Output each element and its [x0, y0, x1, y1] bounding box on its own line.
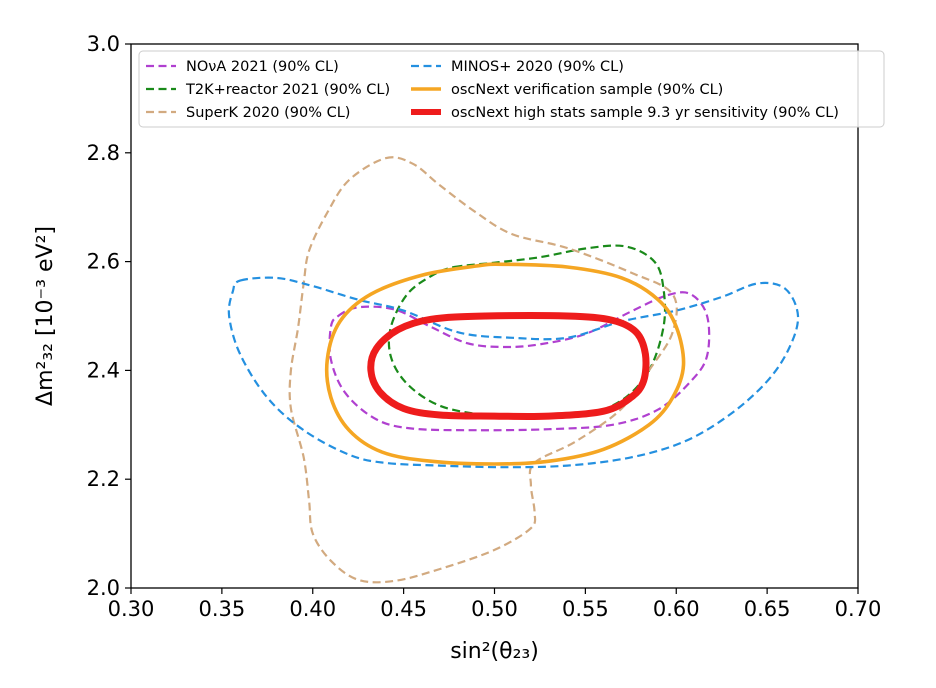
legend: NOνA 2021 (90% CL) T2K+reactor 2021 (90% … — [138, 50, 885, 128]
contour-superk — [288, 156, 678, 584]
legend-label-nova: NOνA 2021 (90% CL) — [186, 59, 339, 75]
contour-oscnext_verif — [324, 262, 686, 466]
y-axis-label: Δm²₃₂ [10⁻³ eV²] — [33, 226, 58, 406]
contour-oscnext_highstats — [367, 312, 650, 421]
x-tick-label: 0.35 — [198, 597, 245, 621]
y-tick-label: 3.0 — [87, 32, 120, 56]
y-tick-label: 2.0 — [87, 576, 120, 600]
y-tick-label: 2.8 — [87, 141, 120, 165]
x-axis: 0.30 0.35 0.40 0.45 0.50 0.55 0.60 0.65 0.70 — [108, 588, 882, 621]
legend-label-minos: MINOS+ 2020 (90% CL) — [451, 59, 624, 75]
x-tick-label: 0.45 — [380, 597, 427, 621]
x-tick-label: 0.50 — [471, 597, 518, 621]
x-axis-label: sin²(θ₂₃) — [450, 639, 539, 664]
y-tick-label: 2.6 — [87, 250, 120, 274]
contour-nova — [328, 291, 711, 432]
legend-label-superk: SuperK 2020 (90% CL) — [186, 105, 350, 121]
y-axis: 2.0 2.2 2.4 2.6 2.8 3.0 — [87, 32, 131, 600]
legend-box — [138, 50, 885, 128]
contour-t2k — [387, 244, 667, 418]
contour-minos — [227, 276, 800, 469]
y-tick-label: 2.2 — [87, 467, 120, 491]
x-tick-label: 0.40 — [289, 597, 336, 621]
x-tick-label: 0.65 — [744, 597, 791, 621]
legend-label-t2k: T2K+reactor 2021 (90% CL) — [185, 82, 390, 98]
contour-layer — [227, 156, 800, 584]
legend-label-oscnext_verif: oscNext verification sample (90% CL) — [451, 82, 723, 98]
y-tick-label: 2.4 — [87, 358, 120, 382]
legend-label-oscnext_highstats: oscNext high stats sample 9.3 yr sensiti… — [451, 105, 839, 121]
x-tick-label: 0.70 — [835, 597, 882, 621]
x-tick-label: 0.30 — [108, 597, 155, 621]
x-tick-label: 0.60 — [653, 597, 700, 621]
x-tick-label: 0.55 — [562, 597, 609, 621]
